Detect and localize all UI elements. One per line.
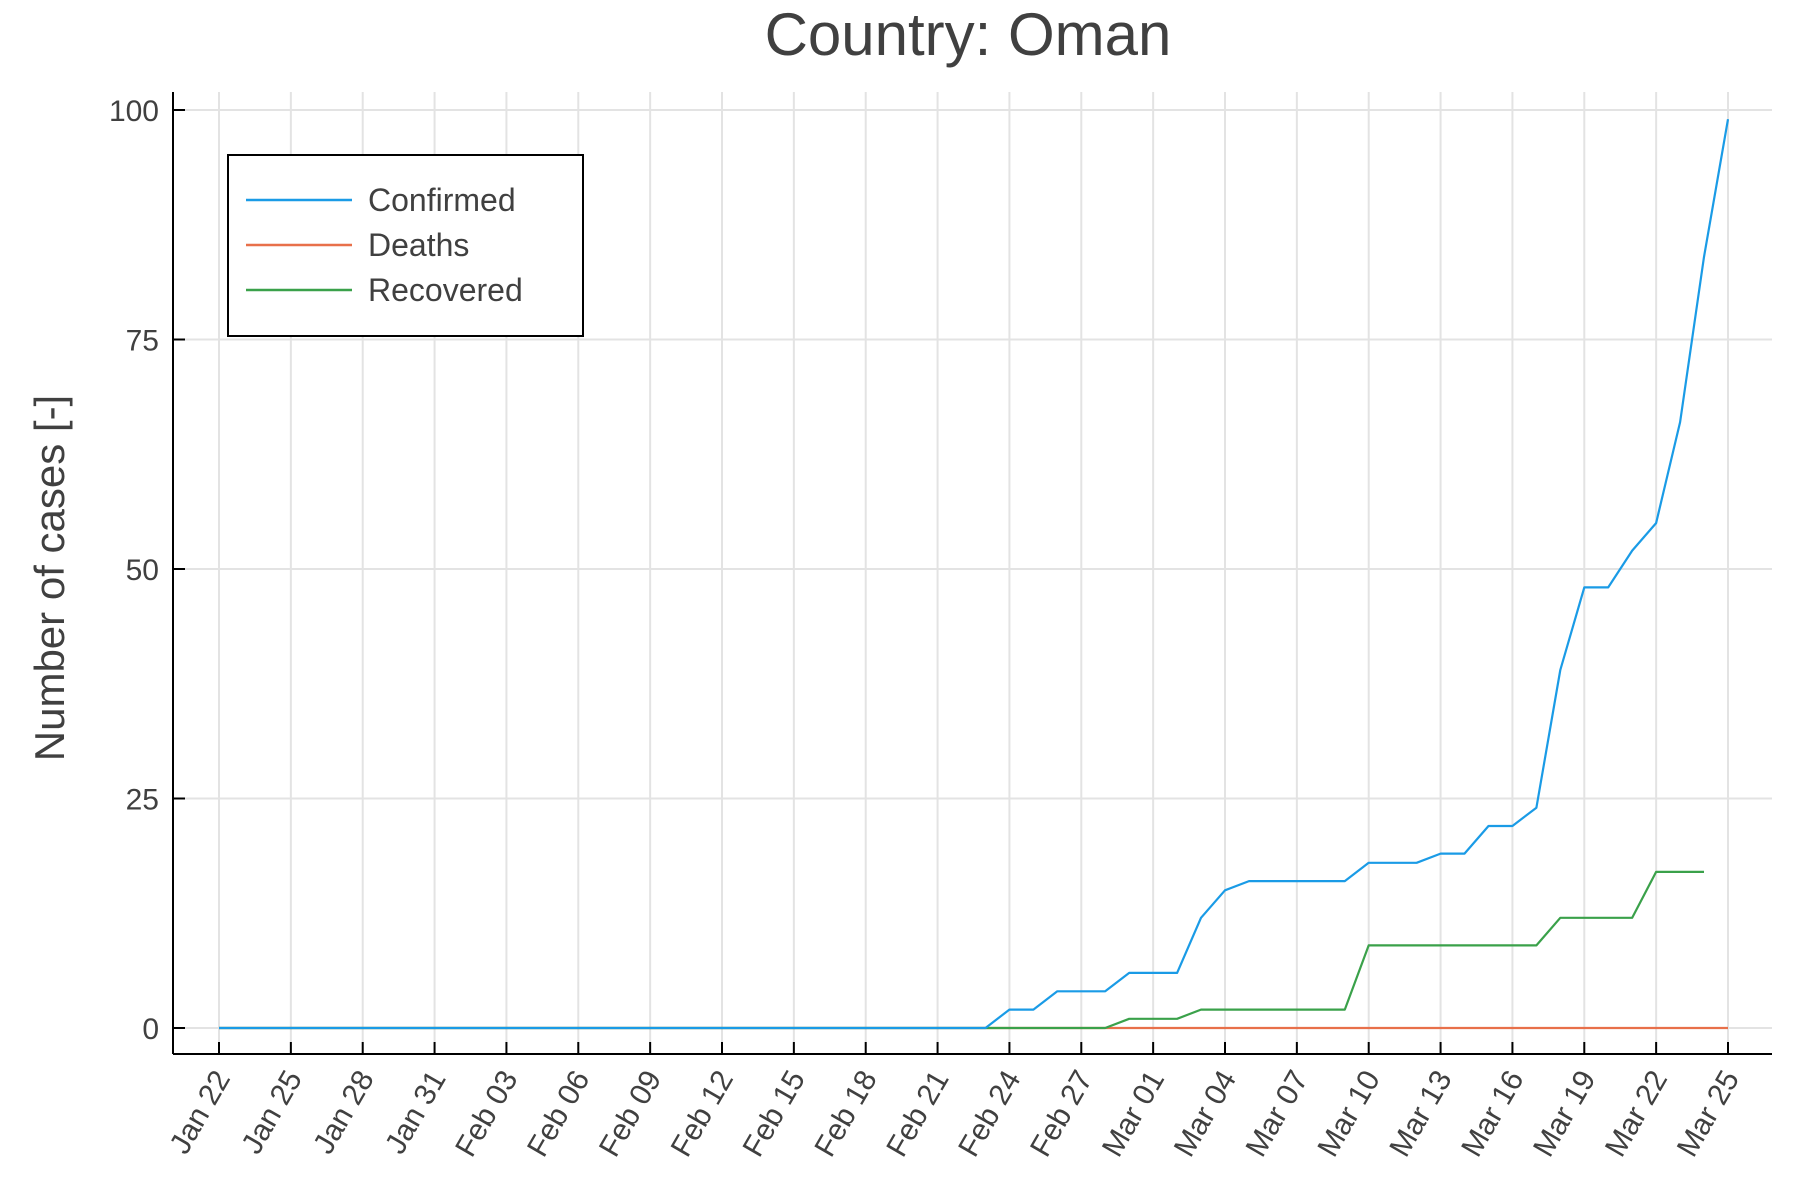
- series-layer: [219, 119, 1730, 1030]
- y-axis-label: Number of cases [-]: [26, 395, 73, 761]
- y-tick-label: 25: [126, 784, 159, 817]
- y-tick-label: 50: [126, 554, 159, 587]
- y-tick-label: 0: [142, 1013, 159, 1046]
- series-line-confirmed: [219, 119, 1730, 1030]
- legend-label-confirmed: Confirmed: [368, 182, 516, 218]
- axes-layer: [172, 92, 1772, 1055]
- legend: Confirmed Deaths Recovered: [227, 154, 584, 337]
- chart-title: Country: Oman: [765, 1, 1172, 68]
- y-tick-label: 100: [109, 95, 159, 128]
- y-tick-label: 75: [126, 325, 159, 358]
- legend-label-deaths: Deaths: [368, 227, 469, 263]
- legend-label-recovered: Recovered: [368, 272, 523, 308]
